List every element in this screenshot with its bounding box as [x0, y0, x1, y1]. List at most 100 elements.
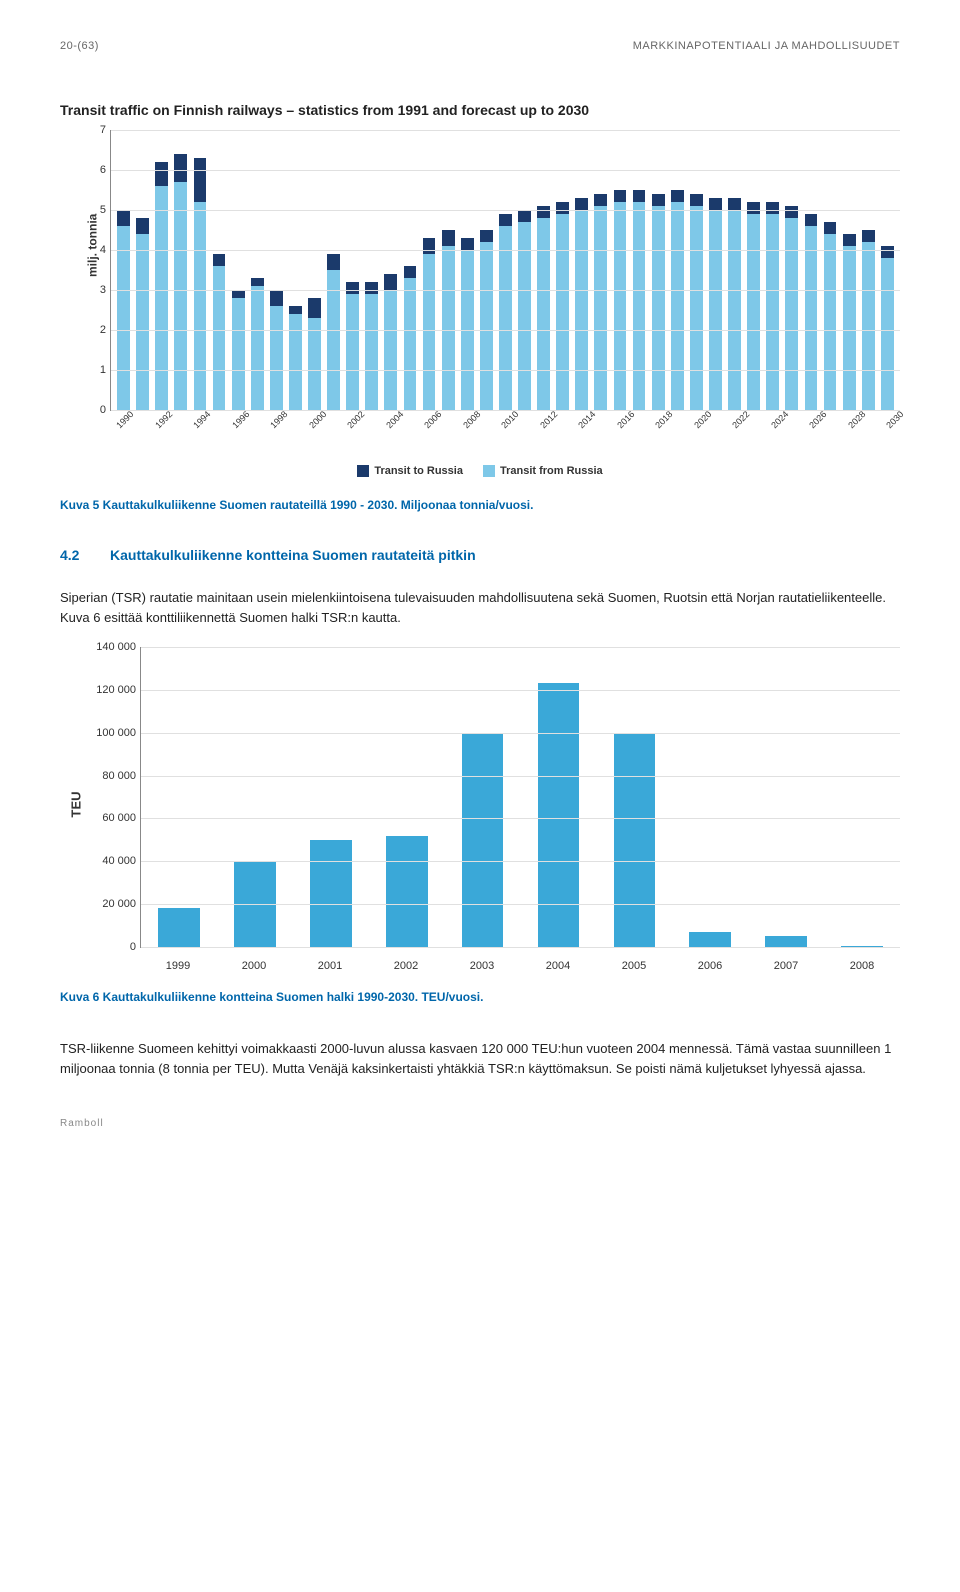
- section-number: 4.2: [60, 547, 110, 563]
- bar-segment-to-russia: [213, 254, 226, 266]
- section-heading: 4.2 Kauttakulkuliikenne kontteina Suomen…: [60, 547, 900, 563]
- bar-segment-to-russia: [518, 210, 531, 222]
- bar-segment-from-russia: [537, 218, 550, 410]
- y-tick: 4: [100, 244, 106, 256]
- chart-2-yticks: 020 00040 00060 00080 000100 000120 0001…: [81, 647, 136, 947]
- bar-segment-from-russia: [136, 234, 149, 410]
- bar-segment-to-russia: [194, 158, 207, 202]
- bar-segment-to-russia: [499, 214, 512, 226]
- bar-segment-from-russia: [728, 210, 741, 410]
- bar-segment-from-russia: [117, 226, 130, 410]
- y-tick: 5: [100, 204, 106, 216]
- bar-segment-to-russia: [117, 210, 130, 226]
- bar-segment-to-russia: [136, 218, 149, 234]
- bar-segment-from-russia: [346, 294, 359, 410]
- bar-segment-from-russia: [442, 246, 455, 410]
- bar-segment-from-russia: [747, 214, 760, 410]
- bar-segment-from-russia: [881, 258, 894, 410]
- paragraph-1: Siperian (TSR) rautatie mainitaan usein …: [60, 588, 900, 627]
- legend-swatch: [483, 465, 495, 477]
- x-tick: 1999: [140, 956, 216, 972]
- x-tick: 2005: [596, 956, 672, 972]
- bar-segment-to-russia: [594, 194, 607, 206]
- bar: [689, 932, 731, 947]
- y-tick: 0: [100, 404, 106, 416]
- x-tick: 2001: [292, 956, 368, 972]
- bar-segment-from-russia: [766, 214, 779, 410]
- bar-segment-to-russia: [404, 266, 417, 278]
- bar-segment-from-russia: [480, 242, 493, 410]
- bar-segment-from-russia: [384, 290, 397, 410]
- bar-segment-to-russia: [308, 298, 321, 318]
- legend-swatch: [357, 465, 369, 477]
- bar-segment-from-russia: [709, 210, 722, 410]
- chart-1-plot: milj. tonnia 01234567: [110, 130, 900, 411]
- bar-segment-from-russia: [843, 246, 856, 410]
- y-tick: 60 000: [102, 812, 136, 824]
- y-tick: 2: [100, 324, 106, 336]
- doc-title: MARKKINAPOTENTIAALI JA MAHDOLLISUUDET: [633, 40, 900, 52]
- bar-segment-to-russia: [232, 290, 245, 298]
- bar-segment-to-russia: [537, 206, 550, 218]
- bar-segment-to-russia: [728, 198, 741, 210]
- bar-segment-from-russia: [862, 242, 875, 410]
- bar-segment-to-russia: [365, 282, 378, 294]
- chart-1-bars: [115, 130, 896, 410]
- bar-segment-to-russia: [270, 290, 283, 306]
- bar-segment-to-russia: [384, 274, 397, 290]
- bar: [158, 908, 200, 947]
- bar-segment-to-russia: [346, 282, 359, 294]
- bar-segment-from-russia: [594, 206, 607, 410]
- chart-1-yticks: 01234567: [81, 130, 106, 410]
- bar-segment-to-russia: [747, 202, 760, 214]
- bar-segment-to-russia: [556, 202, 569, 214]
- bar: [614, 733, 656, 947]
- chart-2-xticks: 1999200020012002200320042005200620072008: [140, 956, 900, 972]
- bar-segment-to-russia: [824, 222, 837, 234]
- bar-segment-from-russia: [270, 306, 283, 410]
- chart-2-bars: [141, 647, 900, 947]
- bar-segment-from-russia: [824, 234, 837, 410]
- bar-segment-from-russia: [805, 226, 818, 410]
- bar-segment-to-russia: [575, 198, 588, 210]
- bar-segment-from-russia: [232, 298, 245, 410]
- bar-segment-from-russia: [194, 202, 207, 410]
- x-tick: 2000: [216, 956, 292, 972]
- chart-2-plot: TEU 020 00040 00060 00080 000100 000120 …: [140, 647, 900, 948]
- x-tick: 2004: [520, 956, 596, 972]
- bar-segment-to-russia: [785, 206, 798, 218]
- bar-segment-from-russia: [251, 286, 264, 410]
- bar-segment-to-russia: [652, 194, 665, 206]
- bar-segment-to-russia: [766, 202, 779, 214]
- bar-segment-from-russia: [404, 278, 417, 410]
- bar-segment-from-russia: [308, 318, 321, 410]
- chart-1-title: Transit traffic on Finnish railways – st…: [60, 102, 900, 118]
- bar-segment-from-russia: [365, 294, 378, 410]
- bar-segment-from-russia: [155, 186, 168, 410]
- bar-segment-to-russia: [251, 278, 264, 286]
- y-tick: 80 000: [102, 770, 136, 782]
- footer: Ramboll: [60, 1118, 900, 1129]
- bar-segment-from-russia: [423, 254, 436, 410]
- y-tick: 120 000: [96, 684, 136, 696]
- x-tick: 2002: [368, 956, 444, 972]
- page-number: 20-(63): [60, 40, 99, 52]
- legend-item: Transit to Russia: [357, 465, 463, 477]
- bar: [310, 840, 352, 947]
- y-tick: 20 000: [102, 898, 136, 910]
- bar-segment-from-russia: [652, 206, 665, 410]
- chart-2: TEU 020 00040 00060 00080 000100 000120 …: [60, 647, 900, 1004]
- x-tick: 2008: [824, 956, 900, 972]
- bar-segment-from-russia: [499, 226, 512, 410]
- chart-1: Transit traffic on Finnish railways – st…: [60, 102, 900, 512]
- bar-segment-to-russia: [155, 162, 168, 186]
- bar: [765, 936, 807, 947]
- bar-segment-to-russia: [843, 234, 856, 246]
- bar-segment-to-russia: [690, 194, 703, 206]
- bar-segment-to-russia: [461, 238, 474, 250]
- bar-segment-to-russia: [614, 190, 627, 202]
- legend-label: Transit to Russia: [374, 465, 463, 477]
- chart-1-caption: Kuva 5 Kauttakulkuliikenne Suomen rautat…: [60, 498, 900, 512]
- x-tick: 2006: [672, 956, 748, 972]
- bar-segment-from-russia: [633, 202, 646, 410]
